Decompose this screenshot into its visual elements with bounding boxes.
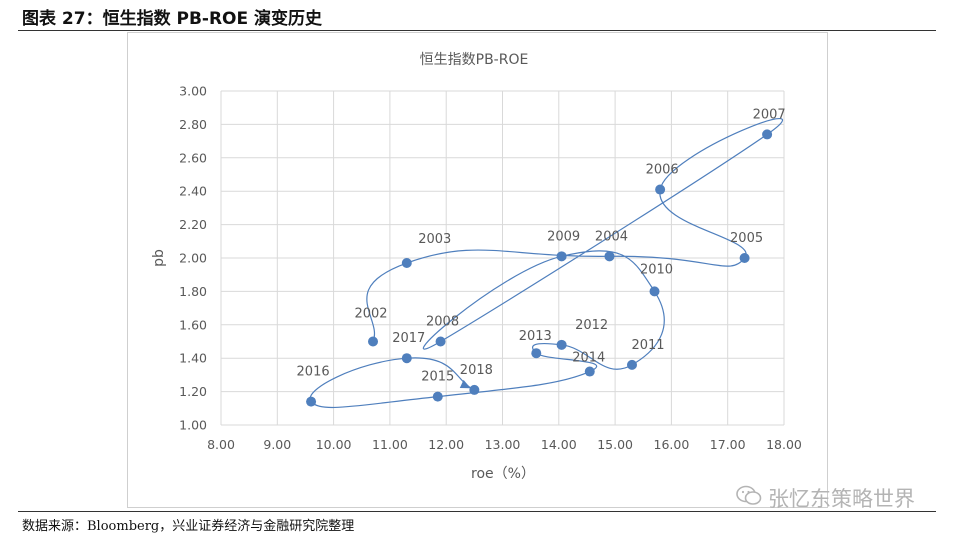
data-point-2018 [469,384,480,395]
data-point-2017 [401,353,412,364]
markers [306,129,773,407]
point-label-2014: 2014 [572,351,605,366]
y-tick-label: 1.80 [179,284,207,299]
y-tick-label: 1.40 [179,351,207,366]
point-label-2011: 2011 [631,338,664,353]
data-point-2011 [626,359,637,370]
data-point-2009 [556,251,567,262]
x-tick-label: 11.00 [372,437,408,452]
point-label-2012: 2012 [575,318,608,333]
end-arrow-marker [459,379,471,389]
y-tick-label: 2.60 [179,150,207,165]
series-line [309,118,784,409]
point-label-2009: 2009 [547,229,580,244]
point-label-2017: 2017 [392,331,425,346]
data-point-2015 [432,391,443,402]
wechat-icon [736,485,762,512]
data-point-2003 [401,258,412,269]
y-tick-label: 2.00 [179,251,207,266]
figure-title: 图表 27：恒生指数 PB-ROE 演变历史 [22,9,323,29]
x-tick-label: 14.00 [541,437,577,452]
x-axis-label: roe（%） [471,466,535,482]
point-label-2013: 2013 [519,329,552,344]
data-point-2008 [435,336,446,347]
x-tick-label: 15.00 [597,437,633,452]
x-tick-label: 12.00 [428,437,464,452]
point-label-2005: 2005 [730,231,763,246]
data-point-2016 [306,396,317,407]
x-tick-label: 13.00 [485,437,521,452]
point-label-2018: 2018 [460,363,493,378]
point-label-2008: 2008 [426,315,459,330]
chart-title: 恒生指数PB-ROE [420,52,529,68]
point-label-2010: 2010 [640,262,673,277]
point-label-2015: 2015 [421,370,454,385]
watermark: 张忆东策略世界 [736,483,915,513]
point-label-2002: 2002 [354,307,387,322]
bottom-rule [18,511,936,512]
y-tick-label: 1.00 [179,418,207,433]
top-rule [18,30,936,31]
data-point-2012 [556,339,567,350]
chart-frame [127,32,828,508]
data-point-2007 [762,129,773,140]
data-point-2005 [739,253,750,263]
x-tick-label: 18.00 [766,437,802,452]
y-tick-label: 1.60 [179,317,207,332]
x-tick-label: 8.00 [207,437,235,452]
x-tick-label: 9.00 [263,437,291,452]
x-tick-label: 10.00 [316,437,352,452]
point-label-2003: 2003 [418,232,451,247]
y-tick-label: 3.00 [179,84,207,99]
data-point-2014 [584,366,595,377]
source-note: 数据来源：Bloomberg，兴业证券经济与金融研究院整理 [22,519,355,534]
tick-labels: 8.00 9.00 10.00 11.00 12.00 13.00 14.00 15.00 16… [179,84,802,453]
point-labels: 2002 2003 2004 2005 2006 2007 2008 2009 2010 2011… [297,107,786,384]
point-label-2006: 2006 [646,163,679,178]
point-label-2004: 2004 [595,229,628,244]
y-axis-label: pb [151,249,167,267]
x-tick-label: 17.00 [710,437,746,452]
y-tick-label: 2.20 [179,217,207,232]
x-tick-label: 16.00 [654,437,690,452]
data-point-2010 [649,286,660,297]
y-tick-label: 2.80 [179,117,207,132]
point-label-2016: 2016 [297,365,330,380]
data-point-2013 [531,348,542,359]
point-label-2007: 2007 [753,107,786,122]
data-point-2006 [655,184,666,195]
data-point-2002 [368,336,379,347]
data-point-2004 [604,251,615,262]
y-tick-label: 1.20 [179,384,207,399]
y-tick-label: 2.40 [179,184,207,199]
watermark-text: 张忆东策略世界 [768,487,915,511]
